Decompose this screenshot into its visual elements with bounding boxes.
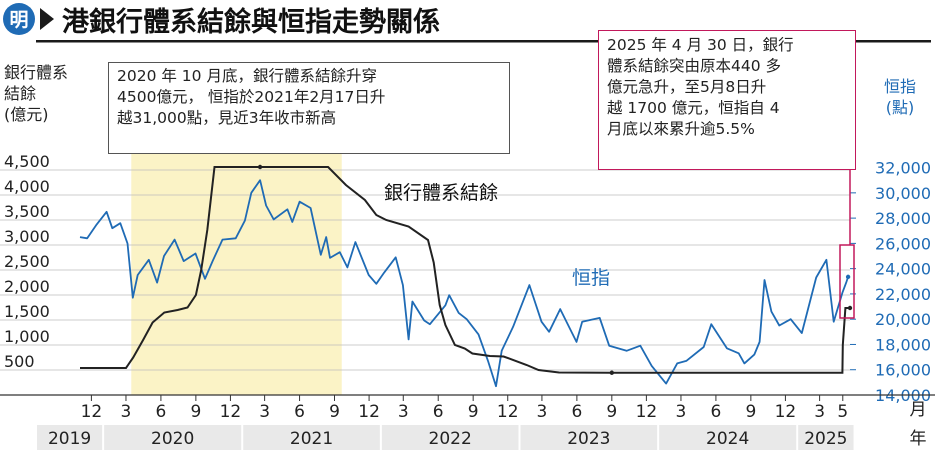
x-tick-label: 3 <box>398 402 409 422</box>
year-band-cell <box>381 425 519 450</box>
year-label: 2022 <box>429 429 472 449</box>
annotation-2020: 2020 年 10 月底，銀行體系結餘升穿 4500億元， 恒指於2021年2月… <box>108 62 510 154</box>
x-tick-label: 6 <box>294 402 305 422</box>
series-marks <box>257 164 853 375</box>
logo-badge <box>3 3 35 35</box>
year-label: 2019 <box>48 429 91 449</box>
x-tick-label: 12 <box>497 402 519 422</box>
y-right-label-line: (點) <box>885 98 915 117</box>
y-right-tick-label: 22,000 <box>875 285 931 304</box>
annotation-line: 4500億元， 恒指於2021年2月17日升 <box>117 88 386 106</box>
year-band-cell <box>520 425 658 450</box>
y-right-label-line: 恒指 <box>884 77 917 96</box>
y-left-tick-label: 500 <box>4 352 35 371</box>
year-label: 2020 <box>151 429 194 449</box>
balance-point-2023-09 <box>609 370 615 375</box>
x-tick-label: 3 <box>121 402 132 422</box>
annotation-line: 2020 年 10 月底，銀行體系結餘升穿 <box>117 67 377 85</box>
hsi-line <box>79 179 849 388</box>
year-band: 2019 2020 2021 2022 2023 2024 2025 <box>37 425 854 450</box>
year-band-cell <box>104 425 242 450</box>
title-underline <box>36 40 931 43</box>
x-tick-label: 12 <box>220 402 242 422</box>
highlight-band <box>131 148 342 395</box>
y-left-label-line: (億元) <box>4 105 49 124</box>
x-tick-label: 9 <box>329 402 340 422</box>
x-tick-label: 3 <box>537 402 548 422</box>
y-right-axis-label: 恒指 (點) <box>884 76 916 118</box>
x-tick-label: 5 <box>837 402 848 422</box>
chart-title: 港銀行體系結餘與恒指走勢關係 <box>62 6 440 38</box>
x-month-unit: 月 <box>910 400 927 420</box>
x-tick-label: 12 <box>636 402 658 422</box>
y-right-tick-label: 30,000 <box>875 184 931 203</box>
y-right-tick-label: 26,000 <box>875 234 931 253</box>
annotation-line: 億元急升，至5月8日升 <box>607 78 767 96</box>
y-right-tick-label: 18,000 <box>875 335 931 354</box>
y-right-tick-label: 24,000 <box>875 260 931 279</box>
y-left-axis-label: 銀行體系 結餘 (億元) <box>4 62 68 125</box>
logo-text: 明 <box>9 9 28 31</box>
y-left-tick-label: 2,000 <box>4 277 50 296</box>
y-left-tick-label: 1,000 <box>4 327 50 346</box>
year-band-cell <box>243 425 380 450</box>
balance-latest-point <box>847 305 853 311</box>
year-label: 2023 <box>567 429 610 449</box>
y-left-tick-label: 3,000 <box>4 227 50 246</box>
annotation-line: 越 1700 億元，恒指自 4 <box>607 99 780 117</box>
x-tick-label: 9 <box>745 402 756 422</box>
x-tick-label: 9 <box>190 402 201 422</box>
series-label-balance: 銀行體系結餘 <box>384 182 498 204</box>
annotation-line: 月底以來累升逾5.5% <box>607 120 755 138</box>
y-left-tick-label: 4,000 <box>4 177 50 196</box>
x-tick-label: 12 <box>358 402 380 422</box>
x-tick-label: 3 <box>814 402 825 422</box>
y-left-tick-label: 3,500 <box>4 202 50 221</box>
header: 明 港銀行體系結餘與恒指走勢關係 <box>3 3 931 43</box>
y-left-label-line: 銀行體系 <box>4 63 69 82</box>
x-tick-label: 3 <box>259 402 270 422</box>
year-label: 2021 <box>290 429 333 449</box>
x-tick-label: 3 <box>676 402 687 422</box>
y-right-ticks: 14,00016,00018,00020,00022,00024,00026,0… <box>850 159 931 405</box>
year-band-cell <box>798 425 854 450</box>
year-band-cell <box>659 425 797 450</box>
x-tick-label: 6 <box>433 402 444 422</box>
y-right-tick-label: 32,000 <box>875 159 931 178</box>
x-ticks: 12 3 6 9 12 3 6 9 12 3 6 9 12 3 6 9 12 3 6 9 12 3 5 <box>81 395 848 422</box>
x-tick-label: 9 <box>468 402 479 422</box>
hsi-latest-point <box>845 274 851 280</box>
x-tick-label: 9 <box>606 402 617 422</box>
year-label: 2024 <box>706 429 749 449</box>
y-left-ticks: 500 1,000 1,500 2,000 2,500 3,000 3,500 4,000 4,… <box>4 152 50 371</box>
balance-point-2021-02 <box>257 164 263 170</box>
y-right-tick-label: 20,000 <box>875 310 931 329</box>
x-tick-label: 6 <box>710 402 721 422</box>
annotation-line: 體系結餘突由原本440 多 <box>607 57 782 75</box>
year-label: 2025 <box>804 429 847 449</box>
x-year-unit: 年 <box>910 429 927 449</box>
y-right-tick-label: 16,000 <box>875 361 931 380</box>
title-arrow <box>40 8 54 30</box>
annotation-line: 越31,000點，見近3年收市新高 <box>117 109 337 127</box>
balance-line <box>80 166 850 374</box>
annotation-bracket <box>839 244 855 319</box>
annotation-2025: 2025 年 4 月 30 日，銀行 體系結餘突由原本440 多 億元急升，至5… <box>598 30 856 170</box>
x-tick-label: 12 <box>775 402 797 422</box>
x-tick-label: 6 <box>571 402 582 422</box>
y-left-tick-label: 2,500 <box>4 252 50 271</box>
year-band-cell <box>37 425 103 450</box>
y-right-tick-label: 28,000 <box>875 209 931 228</box>
series-label-hsi: 恒指 <box>572 267 610 289</box>
y-left-label-line: 結餘 <box>4 84 37 103</box>
y-left-tick-label: 1,500 <box>4 302 50 321</box>
y-left-tick-label: 4,500 <box>4 152 50 171</box>
x-tick-label: 12 <box>81 402 103 422</box>
annotation-line: 2025 年 4 月 30 日，銀行 <box>607 36 794 54</box>
x-tick-label: 6 <box>155 402 166 422</box>
